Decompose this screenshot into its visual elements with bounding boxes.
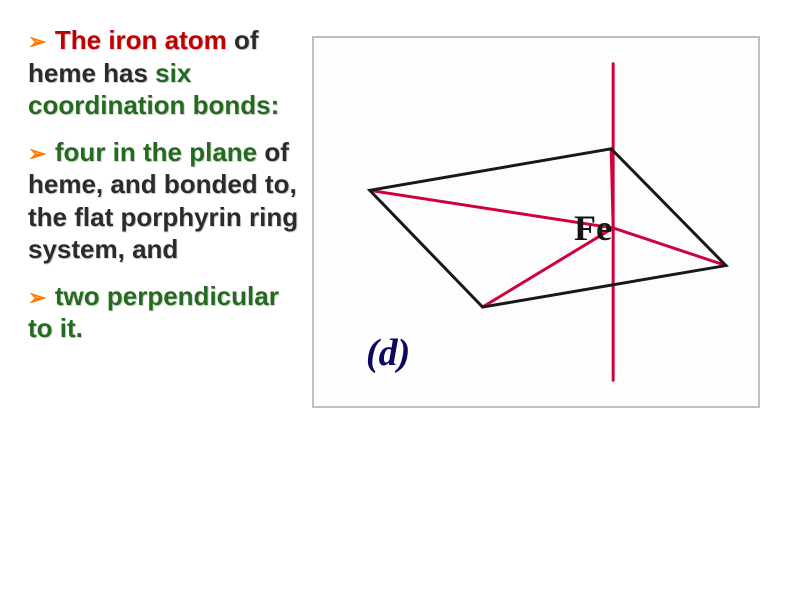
list-item: ➢ two perpendicular to it. (28, 280, 308, 345)
fe-label: Fe (574, 207, 612, 249)
d-label: (d) (366, 331, 410, 375)
bullet-text-part: The iron atom (55, 25, 234, 55)
list-item: ➢ four in the plane of heme, and bonded … (28, 136, 308, 266)
bullet-list: ➢ The iron atom of heme has six coordina… (28, 24, 308, 345)
bullet-arrow-icon: ➢ (28, 284, 46, 312)
slide: ➢ The iron atom of heme has six coordina… (0, 0, 800, 600)
bullet-text-part: two perpendicular to it. (28, 281, 279, 344)
figure-container: Fe (d) (312, 36, 760, 408)
bullet-arrow-icon: ➢ (28, 28, 46, 56)
bullet-arrow-icon: ➢ (28, 140, 46, 168)
bullet-text-part: four in the plane (55, 137, 264, 167)
list-item: ➢ The iron atom of heme has six coordina… (28, 24, 308, 122)
